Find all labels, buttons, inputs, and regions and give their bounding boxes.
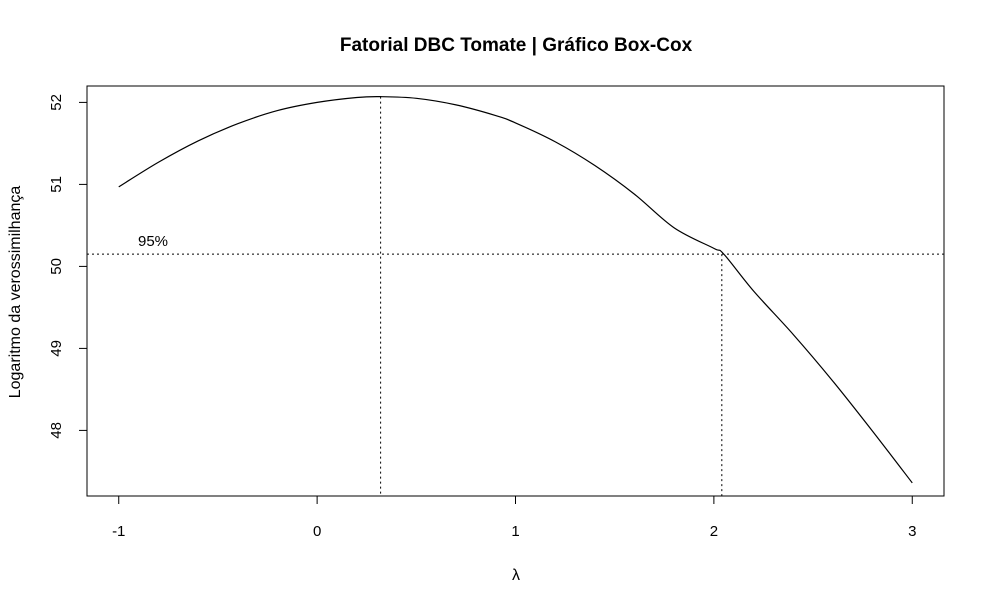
x-axis-label: λ <box>512 567 520 584</box>
x-tick-label: 2 <box>710 523 718 540</box>
x-tick-label: 3 <box>908 523 916 540</box>
y-tick-label: 50 <box>48 258 65 275</box>
x-tick-label: -1 <box>112 523 125 540</box>
y-tick-label: 51 <box>48 176 65 193</box>
chart-title: Fatorial DBC Tomate | Gráfico Box-Cox <box>340 35 693 56</box>
y-tick-label: 49 <box>48 340 65 357</box>
x-tick-label: 1 <box>511 523 519 540</box>
plot-frame <box>86 85 945 497</box>
y-tick-label: 52 <box>48 94 65 111</box>
reference-lines <box>87 96 944 496</box>
y-axis-label: Logaritmo da verossimilhança <box>7 186 24 399</box>
x-tick-label: 0 <box>313 523 321 540</box>
series-layer <box>118 95 913 484</box>
y-tick-label: 48 <box>48 422 65 439</box>
series-line <box>118 95 913 484</box>
ci-level-label: 95% <box>138 233 168 250</box>
y-axis: 48 49 50 51 52 <box>48 94 88 439</box>
x-axis: -1 0 1 2 3 <box>112 495 916 540</box>
